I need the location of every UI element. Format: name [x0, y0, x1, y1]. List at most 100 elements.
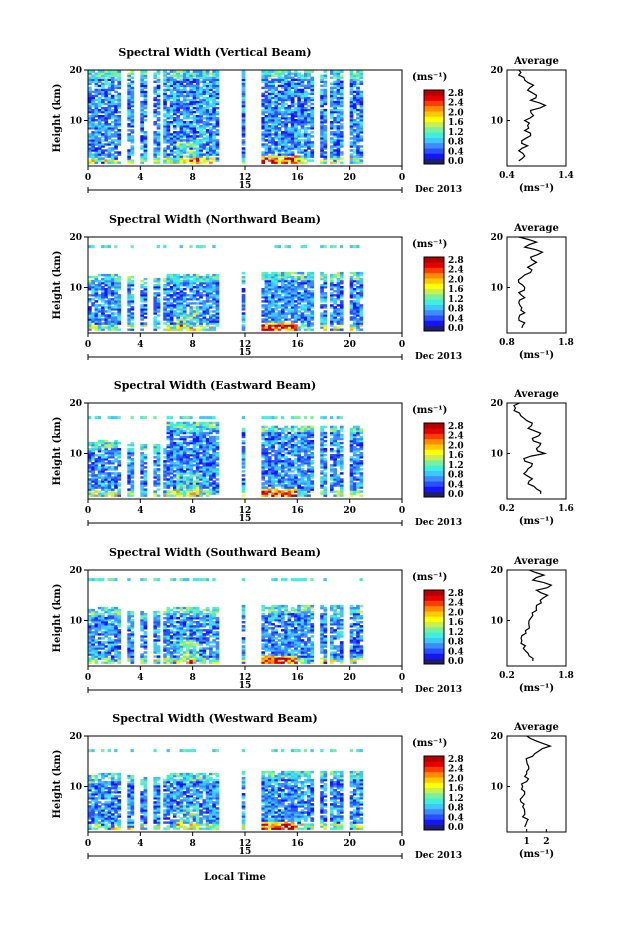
y-tick-label: 10: [69, 117, 82, 127]
colorbar-tick-label: 0.8: [448, 804, 464, 814]
heatmap: [88, 245, 364, 331]
panel-4: Spectral Width (Southward Beam) 20 10 Heigh…: [52, 546, 574, 695]
x-tick-label: 20: [343, 173, 356, 183]
colorbar-frame: [423, 589, 445, 665]
heatmap: [88, 70, 364, 164]
colorbar-swatch: [424, 153, 444, 159]
colorbar-tick-label: 2.8: [448, 89, 464, 99]
colorbar-tick-label: 0.0: [448, 823, 464, 833]
colorbar-swatch: [424, 470, 444, 477]
colorbar-tick-label: 0.4: [448, 480, 464, 490]
x-tick-label: 0: [399, 839, 405, 849]
colorbar-swatch: [424, 632, 444, 638]
month-label: Dec 2013: [415, 685, 462, 695]
profile-line: [520, 569, 553, 661]
x-tick-label: 0: [85, 340, 91, 350]
panel-title: Spectral Width (Northward Beam): [109, 213, 321, 226]
profile-y-tick-label: 10: [490, 450, 503, 460]
colorbar-frame: [423, 89, 445, 165]
colorbar-swatch: [424, 787, 444, 794]
profile-y-tick-label: 20: [490, 399, 503, 409]
y-tick-label: 10: [69, 617, 82, 627]
y-axis-label: Height (km): [52, 84, 63, 153]
x-tick-label: 8: [190, 673, 196, 683]
y-tick-label: 20: [69, 233, 82, 243]
profile-y-tick-label: 20: [490, 233, 503, 243]
colorbar-tick-label: 1.6: [448, 618, 464, 628]
colorbar-tick-label: 0.4: [448, 147, 464, 157]
colorbar-swatch: [424, 116, 444, 122]
colorbar-swatch: [424, 423, 444, 429]
heatmap: [88, 749, 364, 830]
colorbar-tick-label: 0.8: [448, 138, 464, 148]
colorbar-swatch: [424, 475, 444, 482]
x-tick-label: 4: [137, 506, 143, 516]
colorbar-tick-label: 2.8: [448, 256, 464, 266]
colorbar-swatch: [424, 449, 444, 455]
profile-x-label: (ms⁻¹): [519, 516, 554, 527]
profile-x-label: (ms⁻¹): [519, 183, 554, 194]
day-label: 15: [239, 514, 252, 524]
panel-5: Spectral Width (Westward Beam)2010Height…: [52, 712, 567, 861]
y-tick-label: 10: [69, 450, 82, 460]
colorbar-swatch: [424, 595, 444, 601]
panel-title: Spectral Width (Eastward Beam): [114, 379, 316, 392]
colorbar-swatch: [424, 798, 444, 804]
y-axis-label: Height (km): [52, 750, 63, 819]
colorbar-swatch: [424, 771, 444, 778]
panel-title: Spectral Width (Westward Beam): [112, 712, 317, 725]
colorbar-tick-label: 0.8: [448, 638, 464, 648]
colorbar-swatch: [424, 824, 444, 831]
colorbar-tick-label: 1.6: [448, 285, 464, 295]
profile-x-tick-label: 1: [524, 837, 530, 847]
colorbar-swatch: [424, 433, 444, 440]
colorbar-swatch: [424, 481, 444, 487]
x-tick-label: 8: [190, 506, 196, 516]
x-tick-label: 16: [291, 506, 304, 516]
profile-x-tick-label: 0.4: [499, 171, 515, 181]
colorbar-swatch: [424, 793, 444, 799]
profile-title: Average: [513, 223, 559, 234]
profile-y-tick-label: 20: [490, 66, 503, 76]
colorbar-swatch: [424, 621, 444, 628]
colorbar-swatch: [424, 320, 444, 326]
x-tick-label: 8: [190, 839, 196, 849]
x-tick-label: 16: [291, 173, 304, 183]
day-label: 15: [239, 348, 252, 358]
profile-x-tick-label: 0.2: [499, 671, 515, 681]
x-tick-label: 20: [343, 340, 356, 350]
y-axis-label: Height (km): [52, 417, 63, 486]
colorbar-swatch: [424, 491, 444, 498]
colorbar-swatch: [424, 142, 444, 149]
profile-x-tick-label: 0.8: [499, 338, 515, 348]
month-label: Dec 2013: [415, 851, 462, 861]
colorbar-tick-label: 0.8: [448, 305, 464, 315]
colorbar-swatch: [424, 761, 444, 767]
colorbar-swatch: [424, 819, 444, 825]
x-tick-label: 0: [399, 506, 405, 516]
colorbar-swatch: [424, 756, 444, 762]
colorbar-unit: (ms⁻¹): [412, 738, 447, 749]
colorbar-unit: (ms⁻¹): [412, 239, 447, 250]
heatmap: [88, 416, 364, 497]
x-tick-label: 4: [137, 340, 143, 350]
colorbar-swatch: [424, 428, 444, 434]
colorbar-swatch: [424, 95, 444, 101]
colorbar-swatch: [424, 803, 444, 810]
colorbar-tick-label: 0.0: [448, 157, 464, 167]
profile-x-label: (ms⁻¹): [519, 849, 554, 860]
colorbar-tick-label: 1.2: [448, 794, 464, 804]
colorbar-tick-label: 0.0: [448, 490, 464, 500]
colorbar-tick-label: 2.0: [448, 441, 464, 451]
colorbar-tick-label: 2.4: [448, 432, 464, 442]
colorbar-swatch: [424, 132, 444, 138]
colorbar-swatch: [424, 454, 444, 461]
colorbar-tick-label: 2.4: [448, 99, 464, 109]
colorbar-tick-label: 1.6: [448, 784, 464, 794]
profile-x-tick-label: 1.8: [558, 338, 574, 348]
profile-title: Average: [513, 389, 559, 400]
y-tick-label: 20: [69, 399, 82, 409]
colorbar-swatch: [424, 637, 444, 644]
colorbar-tick-label: 1.2: [448, 628, 464, 638]
colorbar-swatch: [424, 121, 444, 128]
